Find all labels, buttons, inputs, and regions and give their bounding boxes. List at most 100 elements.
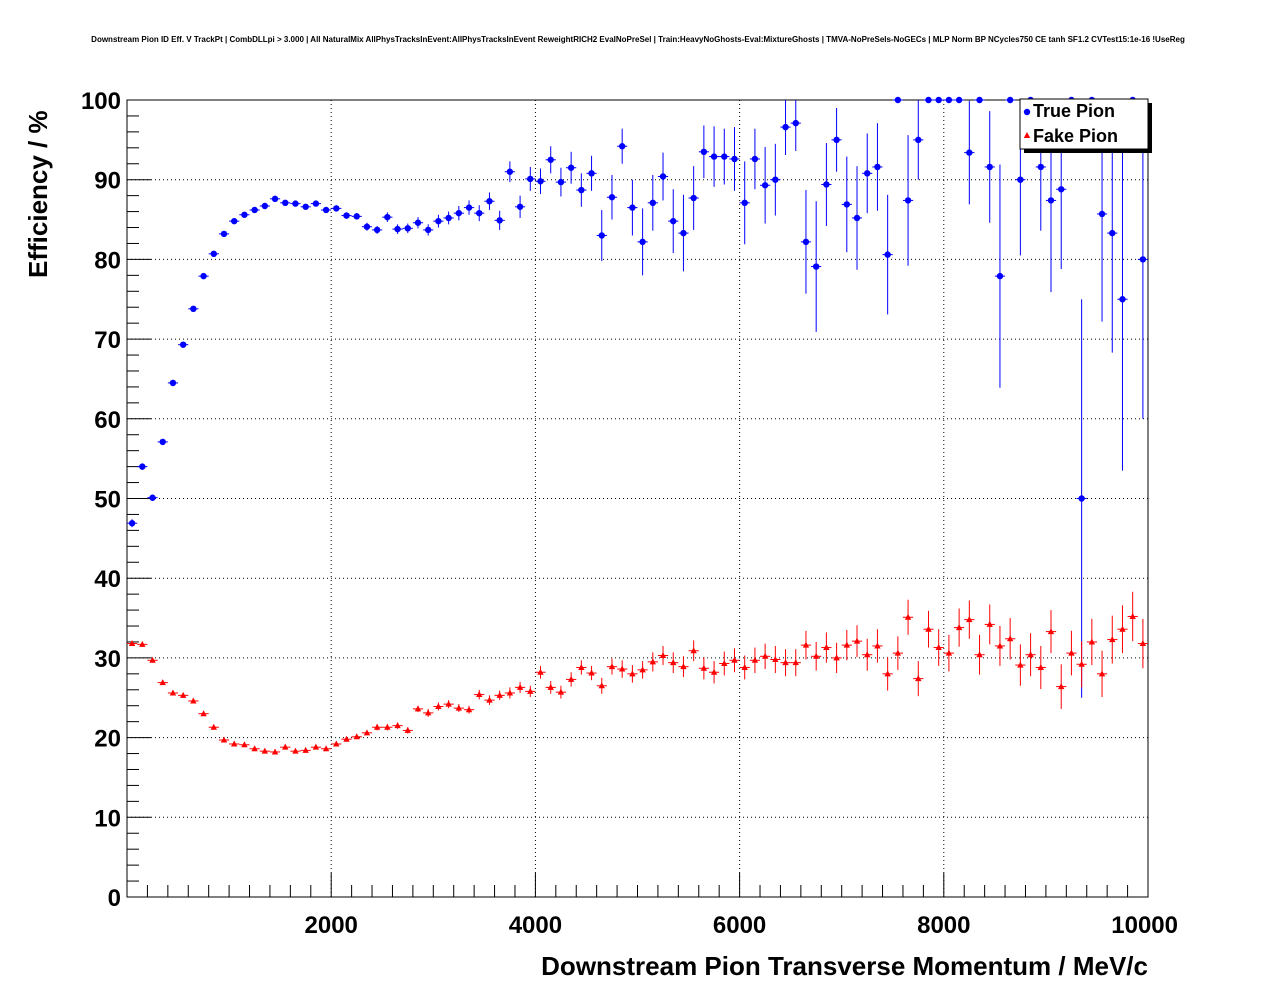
data-point [690, 194, 697, 202]
data-point [547, 683, 554, 690]
y-tick-label: 30 [94, 646, 121, 673]
data-point [128, 520, 136, 527]
data-point [864, 170, 871, 177]
data-point [455, 209, 463, 217]
data-point [1119, 625, 1126, 632]
data-point [465, 204, 473, 211]
data-point [1037, 163, 1044, 171]
data-point [292, 200, 299, 207]
data-point [639, 238, 646, 246]
data-point [639, 666, 646, 673]
legend-label-true-pion: True Pion [1033, 101, 1115, 121]
data-point [721, 153, 728, 160]
data-point [1119, 296, 1126, 303]
data-point [578, 186, 585, 194]
data-point [486, 696, 493, 703]
data-point [1017, 176, 1024, 183]
data-point [598, 232, 605, 239]
data-point [169, 689, 177, 696]
data-point [241, 741, 248, 748]
data-point [353, 733, 360, 740]
data-point [925, 625, 932, 632]
data-point [139, 640, 146, 647]
data-point [496, 217, 503, 224]
data-point [751, 656, 759, 663]
data-point [261, 747, 269, 754]
data-point [231, 740, 238, 747]
x-tick-label: 6000 [713, 912, 766, 939]
data-point [1058, 683, 1065, 690]
data-point [792, 659, 799, 666]
data-point [190, 305, 197, 313]
y-tick-label: 10 [94, 805, 121, 832]
data-point [414, 219, 422, 226]
data-point [537, 668, 544, 675]
data-point [782, 123, 789, 131]
data-point [741, 663, 748, 670]
legend-box [1019, 98, 1149, 150]
data-point [874, 642, 881, 649]
data-point [373, 723, 381, 730]
legend-marker-fake-pion [1023, 132, 1031, 138]
data-point [833, 654, 840, 661]
data-point [1098, 670, 1106, 677]
data-point [333, 740, 340, 747]
plot-frame [126, 99, 1149, 898]
data-point [567, 164, 575, 171]
data-point [670, 217, 677, 225]
data-point [986, 163, 993, 171]
data-point [680, 229, 687, 237]
data-point [731, 656, 738, 663]
data-point [1047, 628, 1055, 635]
data-point [179, 341, 187, 348]
data-point [537, 178, 544, 185]
data-point [588, 170, 595, 177]
data-point [476, 691, 483, 698]
data-point [884, 251, 891, 258]
data-point [761, 652, 769, 659]
data-point [690, 647, 697, 654]
data-point [465, 706, 473, 713]
data-point [527, 687, 534, 694]
data-point [782, 659, 789, 666]
data-point [731, 155, 738, 163]
data-point [353, 213, 360, 220]
data-point [312, 200, 320, 207]
y-tick-label: 90 [94, 168, 121, 195]
data-point [384, 723, 391, 730]
data-point [302, 746, 309, 753]
data-point [231, 217, 238, 225]
data-point [139, 463, 146, 470]
data-point [618, 665, 626, 672]
data-point [853, 637, 861, 644]
data-point [506, 168, 514, 175]
data-point [1058, 186, 1065, 193]
data-point [557, 178, 565, 186]
data-point [904, 197, 912, 204]
data-point [976, 651, 983, 658]
series-true-pion [127, 96, 1148, 698]
data-point [915, 675, 922, 682]
data-point [1068, 649, 1075, 656]
data-point [588, 669, 595, 676]
x-tick-label: 10000 [1111, 912, 1178, 939]
data-point [363, 729, 371, 736]
data-point [966, 616, 973, 623]
x-tick-label: 4000 [509, 912, 562, 939]
legend-marker-true-pion [1023, 108, 1031, 116]
data-point [241, 211, 248, 218]
data-point [618, 143, 626, 150]
data-point [190, 697, 197, 704]
data-point [823, 644, 830, 651]
data-point [812, 652, 820, 659]
data-point [772, 655, 779, 662]
data-point [1109, 636, 1116, 643]
data-point [700, 148, 708, 156]
data-point [404, 726, 411, 733]
data-point [200, 272, 207, 280]
data-point [578, 663, 585, 670]
y-tick-label: 50 [94, 487, 121, 514]
data-point [833, 136, 840, 144]
data-point [874, 163, 881, 171]
data-point [424, 226, 432, 234]
